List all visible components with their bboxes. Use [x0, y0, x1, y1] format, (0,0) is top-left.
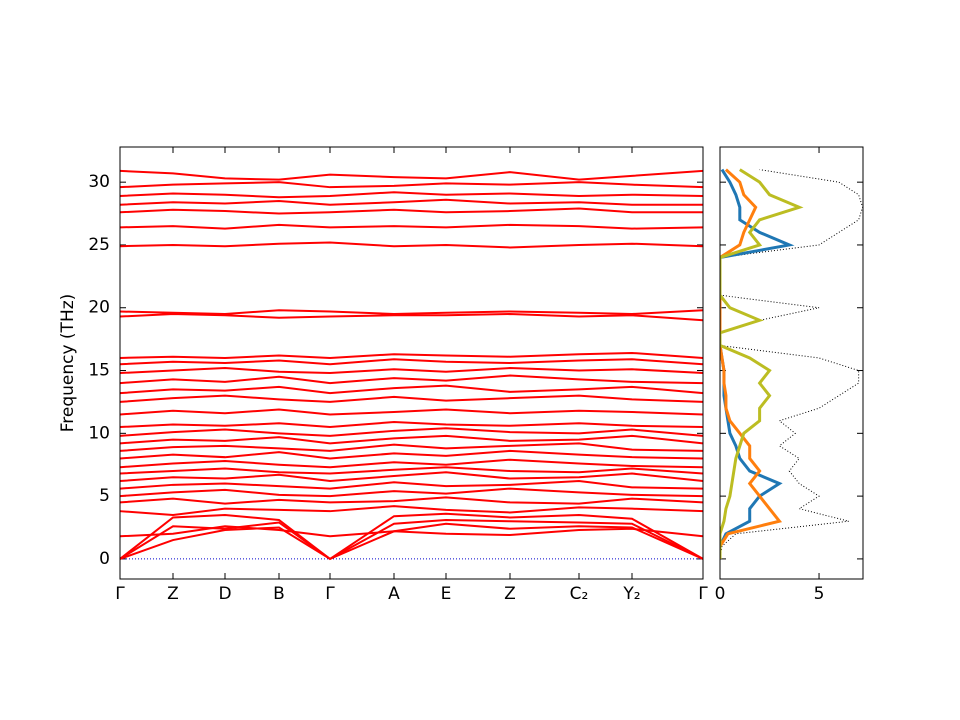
- band: [119, 198, 703, 206]
- band: [119, 241, 704, 249]
- x-tick-label: Γ: [115, 584, 125, 604]
- band: [119, 313, 704, 322]
- x-tick-label: Γ: [698, 584, 708, 604]
- plot-frame: [719, 146, 864, 580]
- x-tick-label: 0: [715, 584, 726, 604]
- band: [119, 358, 704, 366]
- y-tick-label: 10: [88, 423, 110, 443]
- x-tick-label: Z: [504, 584, 516, 604]
- band: [119, 207, 703, 215]
- band: [119, 223, 704, 230]
- x-tick-label: A: [388, 584, 400, 604]
- band: [119, 518, 704, 561]
- band: [119, 496, 704, 505]
- y-tick-label: 30: [88, 172, 110, 192]
- band: [119, 434, 704, 445]
- plot-frame: [119, 146, 704, 580]
- band: [119, 181, 704, 189]
- band: [119, 505, 704, 516]
- partial-dos: [720, 168, 783, 559]
- band: [119, 458, 704, 469]
- band: [119, 427, 704, 437]
- band: [119, 394, 704, 403]
- x-tick-label: Z: [167, 584, 179, 604]
- band: [119, 374, 704, 385]
- band: [119, 525, 704, 538]
- band: [119, 169, 704, 181]
- y-tick-label: 0: [99, 549, 110, 569]
- y-tick-label: 20: [88, 298, 110, 318]
- band: [119, 512, 704, 561]
- band: [119, 191, 704, 199]
- band: [119, 367, 704, 375]
- band: [119, 471, 704, 483]
- y-tick-label: 25: [88, 235, 110, 255]
- x-tick-label: 5: [814, 584, 825, 604]
- x-tick-label: D: [218, 584, 231, 604]
- band: [119, 442, 704, 452]
- y-tick-label: 5: [99, 486, 110, 506]
- band: [119, 309, 704, 316]
- x-tick-label: E: [441, 584, 452, 604]
- x-tick-label: Y₂: [622, 584, 640, 604]
- partial-dos: [720, 168, 804, 559]
- band: [119, 384, 704, 395]
- y-axis-label: Frequency (THz): [58, 294, 78, 433]
- band: [119, 466, 704, 475]
- y-tick-label: 15: [88, 361, 110, 381]
- x-tick-label: C₂: [570, 584, 589, 604]
- band: [119, 480, 704, 490]
- total-dos: [720, 169, 863, 559]
- band: [119, 487, 704, 498]
- band: [119, 408, 704, 416]
- band: [119, 449, 704, 460]
- x-tick-label: Γ: [325, 584, 335, 604]
- x-tick-label: B: [273, 584, 285, 604]
- band: [119, 351, 704, 359]
- band: [119, 421, 704, 429]
